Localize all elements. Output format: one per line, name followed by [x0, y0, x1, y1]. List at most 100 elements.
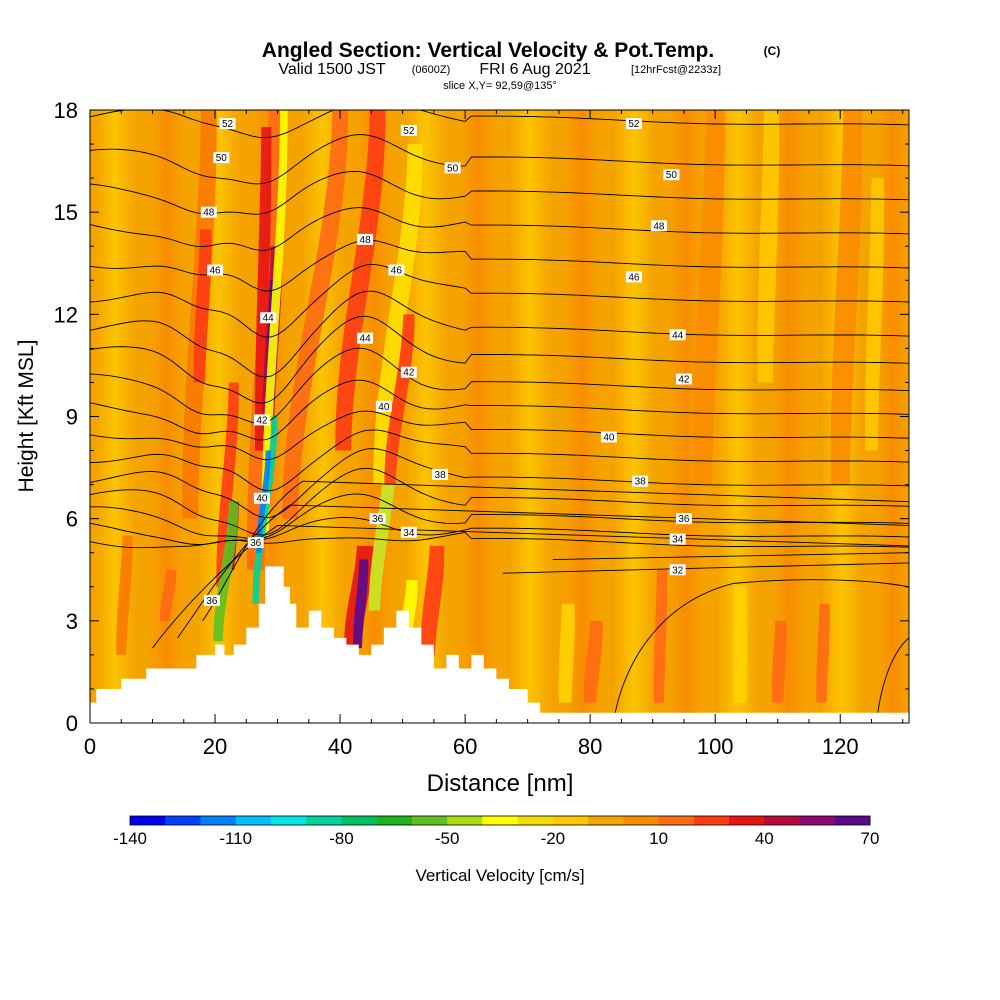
velocity-streak [771, 620, 787, 703]
contour-label-box [400, 366, 417, 378]
colorbar-tick-label: -80 [329, 829, 354, 848]
contour-label-text: 46 [391, 266, 403, 277]
contour-label-text: 48 [203, 208, 215, 219]
contour-label-text: 42 [256, 415, 268, 426]
contour-label-box [432, 468, 449, 480]
valid-time-line: Valid 1500 JST (0600Z) FRI 6 Aug 2021 [1… [278, 61, 721, 78]
colorbar-swatch [341, 816, 377, 825]
contour-label: 36 [203, 594, 220, 607]
theta-contour [90, 347, 909, 424]
contour-label: 34 [669, 533, 686, 546]
velocity-streak [653, 569, 668, 703]
theta-contour [90, 448, 909, 519]
velocity-streak [159, 569, 177, 621]
contour-label: 42 [675, 373, 692, 386]
contour-label: 46 [207, 264, 224, 277]
contour-label-text: 36 [678, 514, 690, 525]
contour-label-text: 40 [603, 432, 615, 443]
contour-label: 52 [219, 118, 236, 130]
contour-label-box [675, 373, 692, 385]
velocity-streak [865, 178, 885, 451]
contour-label-box [253, 414, 270, 426]
velocity-streak [693, 110, 725, 485]
colorbar-tick-label: -140 [113, 829, 147, 848]
valid-time-text: Valid 1500 JST [278, 61, 386, 78]
contour-label: 48 [650, 220, 667, 232]
contour-label-text: 48 [653, 221, 665, 232]
colorbar: -140 -110 -80 -50 -20 10 40 70 [113, 815, 879, 848]
valid-date-text: FRI 6 Aug 2021 [479, 61, 590, 78]
colorbar-tick-label: 40 [755, 829, 774, 848]
contour-label-text: 42 [403, 368, 415, 379]
contour-label-box [669, 564, 686, 576]
contour-label-text: 38 [635, 477, 647, 488]
velocity-streak [282, 110, 348, 519]
pot-temp-contours [90, 110, 909, 713]
y-tick-label: 15 [54, 200, 78, 225]
contour-label: 40 [375, 400, 392, 413]
theta-contour [177, 504, 909, 639]
contour-label: 46 [625, 271, 642, 283]
theta-contour [877, 637, 909, 713]
theta-contour [90, 493, 909, 539]
colorbar-swatch [411, 816, 448, 825]
colorbar-swatch [200, 816, 237, 825]
colorbar-label: Vertical Velocity [cm/s] [415, 866, 584, 885]
colorbar-swatch [165, 816, 201, 825]
velocity-band [510, 110, 551, 723]
theta-contour [90, 290, 909, 378]
contour-label: 36 [369, 513, 386, 525]
theta-contour [90, 263, 909, 338]
contour-label: 38 [432, 468, 449, 481]
contour-label-box [625, 271, 642, 283]
x-tick-label: 20 [203, 734, 227, 759]
theta-contour [90, 379, 909, 441]
colorbar-swatch [799, 816, 836, 825]
colorbar-swatch [130, 816, 166, 825]
chart-title-units: (C) [764, 44, 781, 58]
contour-label-text: 40 [378, 402, 390, 413]
contour-label-text: 52 [222, 119, 234, 130]
colorbar-swatch [235, 816, 272, 825]
contour-label-text: 44 [263, 313, 275, 324]
contour-label-box [200, 206, 217, 218]
contour-label-text: 50 [666, 170, 678, 181]
contour-label-text: 34 [403, 528, 415, 539]
contour-label-text: 50 [216, 153, 228, 164]
valid-zulu-text: (0600Z) [412, 64, 451, 76]
velocity-band [613, 110, 654, 723]
contour-label: 50 [444, 162, 461, 174]
velocity-streak [420, 545, 445, 655]
contour-label: 34 [400, 526, 417, 539]
y-tick-label: 18 [54, 98, 78, 123]
theta-contour [90, 410, 909, 461]
contour-label-box [625, 118, 642, 130]
contour-label-box [357, 332, 374, 344]
contour-label: 40 [253, 492, 270, 505]
velocity-streak [757, 110, 780, 383]
x-axis: 0 20 40 60 80 100 120 [84, 110, 904, 759]
colorbar-swatch [693, 816, 730, 825]
colorbar-swatch [447, 816, 483, 825]
velocity-band [95, 110, 136, 723]
colorbar-swatch [482, 816, 518, 825]
x-tick-label: 40 [328, 734, 352, 759]
theta-contour [90, 239, 909, 292]
chart-title: Angled Section: Vertical Velocity & Pot.… [262, 39, 714, 62]
contour-label: 36 [247, 537, 264, 549]
contour-label-text: 40 [256, 494, 268, 505]
contour-label-text: 38 [435, 470, 447, 481]
colorbar-tick-label: -50 [435, 829, 460, 848]
contour-label-text: 52 [628, 119, 640, 130]
contour-label-box [247, 537, 264, 549]
contour-label-text: 44 [360, 334, 372, 345]
x-tick-label: 120 [822, 734, 859, 759]
colorbar-swatch [517, 816, 554, 825]
velocity-streak [335, 110, 386, 451]
contour-label: 44 [357, 332, 374, 345]
contour-label-box [400, 526, 417, 538]
contour-label-text: 36 [372, 514, 384, 525]
theta-contour [90, 134, 909, 185]
contour-label-box [669, 533, 686, 545]
contour-label: 42 [253, 414, 270, 426]
